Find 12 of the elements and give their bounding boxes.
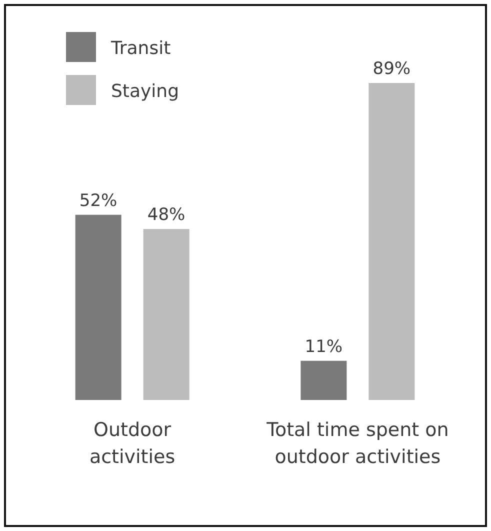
data-label: 11% — [304, 336, 343, 357]
x-tick-label: Outdoor activities — [89, 419, 176, 468]
legend-label: Staying — [111, 81, 180, 102]
data-label: 89% — [372, 59, 411, 79]
bar — [300, 360, 347, 400]
x-tick-label: Total time spent on outdoor activities — [266, 419, 449, 468]
bar — [75, 214, 122, 400]
bar — [143, 229, 190, 400]
data-label: 48% — [147, 205, 186, 226]
data-label: 52% — [79, 190, 118, 211]
legend-label: Transit — [110, 38, 171, 59]
bar — [368, 83, 415, 400]
